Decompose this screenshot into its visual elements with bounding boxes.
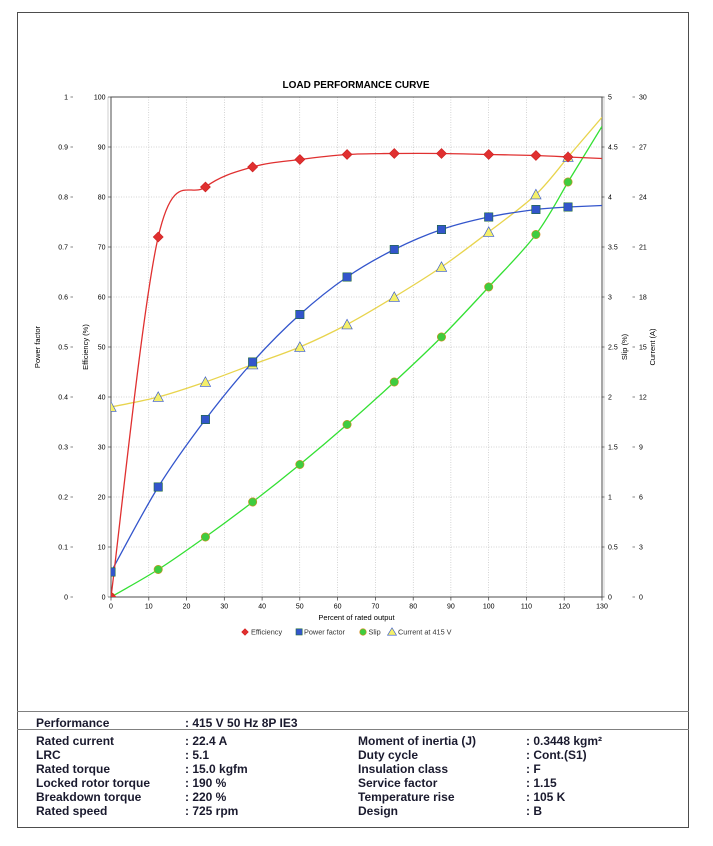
svg-text:0.5: 0.5 — [58, 345, 68, 352]
svg-text:Power factor: Power factor — [304, 627, 346, 636]
svg-text:0.4: 0.4 — [58, 395, 68, 402]
svg-text:10: 10 — [98, 545, 106, 552]
svg-text:100: 100 — [94, 95, 106, 102]
svg-text:Current (A): Current (A) — [648, 328, 657, 366]
svg-text:0: 0 — [109, 604, 113, 611]
svg-text:60: 60 — [98, 295, 106, 302]
svg-text:120: 120 — [558, 604, 570, 611]
svg-text:21: 21 — [639, 245, 647, 252]
svg-text:40: 40 — [258, 604, 266, 611]
svg-text:Efficiency: Efficiency — [251, 627, 282, 636]
svg-text:0: 0 — [608, 595, 612, 602]
svg-text:0: 0 — [64, 595, 68, 602]
svg-text:0.7: 0.7 — [58, 245, 68, 252]
svg-text:50: 50 — [296, 604, 304, 611]
svg-text:15: 15 — [639, 345, 647, 352]
svg-text:20: 20 — [183, 604, 191, 611]
svg-text:4: 4 — [608, 195, 612, 202]
svg-text:Percent of rated output: Percent of rated output — [318, 613, 395, 622]
svg-text:6: 6 — [639, 495, 643, 502]
svg-text:18: 18 — [639, 295, 647, 302]
svg-text:0.3: 0.3 — [58, 445, 68, 452]
svg-text:3.5: 3.5 — [608, 245, 618, 252]
svg-text:4.5: 4.5 — [608, 145, 618, 152]
svg-text:0.1: 0.1 — [58, 545, 68, 552]
svg-text:24: 24 — [639, 195, 647, 202]
svg-text:100: 100 — [483, 604, 495, 611]
svg-text:0.9: 0.9 — [58, 145, 68, 152]
svg-text:50: 50 — [98, 345, 106, 352]
svg-text:Current at 415 V: Current at 415 V — [398, 627, 452, 636]
svg-text:80: 80 — [98, 195, 106, 202]
svg-text:1: 1 — [608, 495, 612, 502]
svg-text:130: 130 — [596, 604, 608, 611]
svg-text:70: 70 — [98, 245, 106, 252]
svg-text:5: 5 — [608, 95, 612, 102]
svg-text:0.2: 0.2 — [58, 495, 68, 502]
svg-text:30: 30 — [639, 95, 647, 102]
svg-text:1.5: 1.5 — [608, 445, 618, 452]
svg-text:90: 90 — [447, 604, 455, 611]
svg-text:Slip: Slip — [369, 627, 381, 636]
svg-text:2.5: 2.5 — [608, 345, 618, 352]
svg-text:0: 0 — [639, 595, 643, 602]
svg-text:3: 3 — [639, 545, 643, 552]
svg-text:9: 9 — [639, 445, 643, 452]
svg-text:LOAD PERFORMANCE CURVE: LOAD PERFORMANCE CURVE — [282, 80, 429, 91]
svg-text:2: 2 — [608, 395, 612, 402]
svg-text:80: 80 — [409, 604, 417, 611]
svg-text:10: 10 — [145, 604, 153, 611]
svg-text:0.6: 0.6 — [58, 295, 68, 302]
svg-text:Power factor: Power factor — [33, 325, 42, 368]
svg-text:60: 60 — [334, 604, 342, 611]
svg-text:30: 30 — [220, 604, 228, 611]
svg-text:Efficiency (%): Efficiency (%) — [81, 324, 90, 370]
svg-text:70: 70 — [372, 604, 380, 611]
svg-text:30: 30 — [98, 445, 106, 452]
svg-text:12: 12 — [639, 395, 647, 402]
svg-text:110: 110 — [521, 604, 532, 611]
svg-text:3: 3 — [608, 295, 612, 302]
svg-text:20: 20 — [98, 495, 106, 502]
svg-text:0: 0 — [102, 595, 106, 602]
svg-text:Slip (%): Slip (%) — [620, 333, 629, 360]
svg-text:0.8: 0.8 — [58, 195, 68, 202]
svg-text:90: 90 — [98, 145, 106, 152]
svg-text:40: 40 — [98, 395, 106, 402]
svg-text:1: 1 — [64, 95, 68, 102]
svg-text:0.5: 0.5 — [608, 545, 618, 552]
svg-text:27: 27 — [639, 145, 647, 152]
